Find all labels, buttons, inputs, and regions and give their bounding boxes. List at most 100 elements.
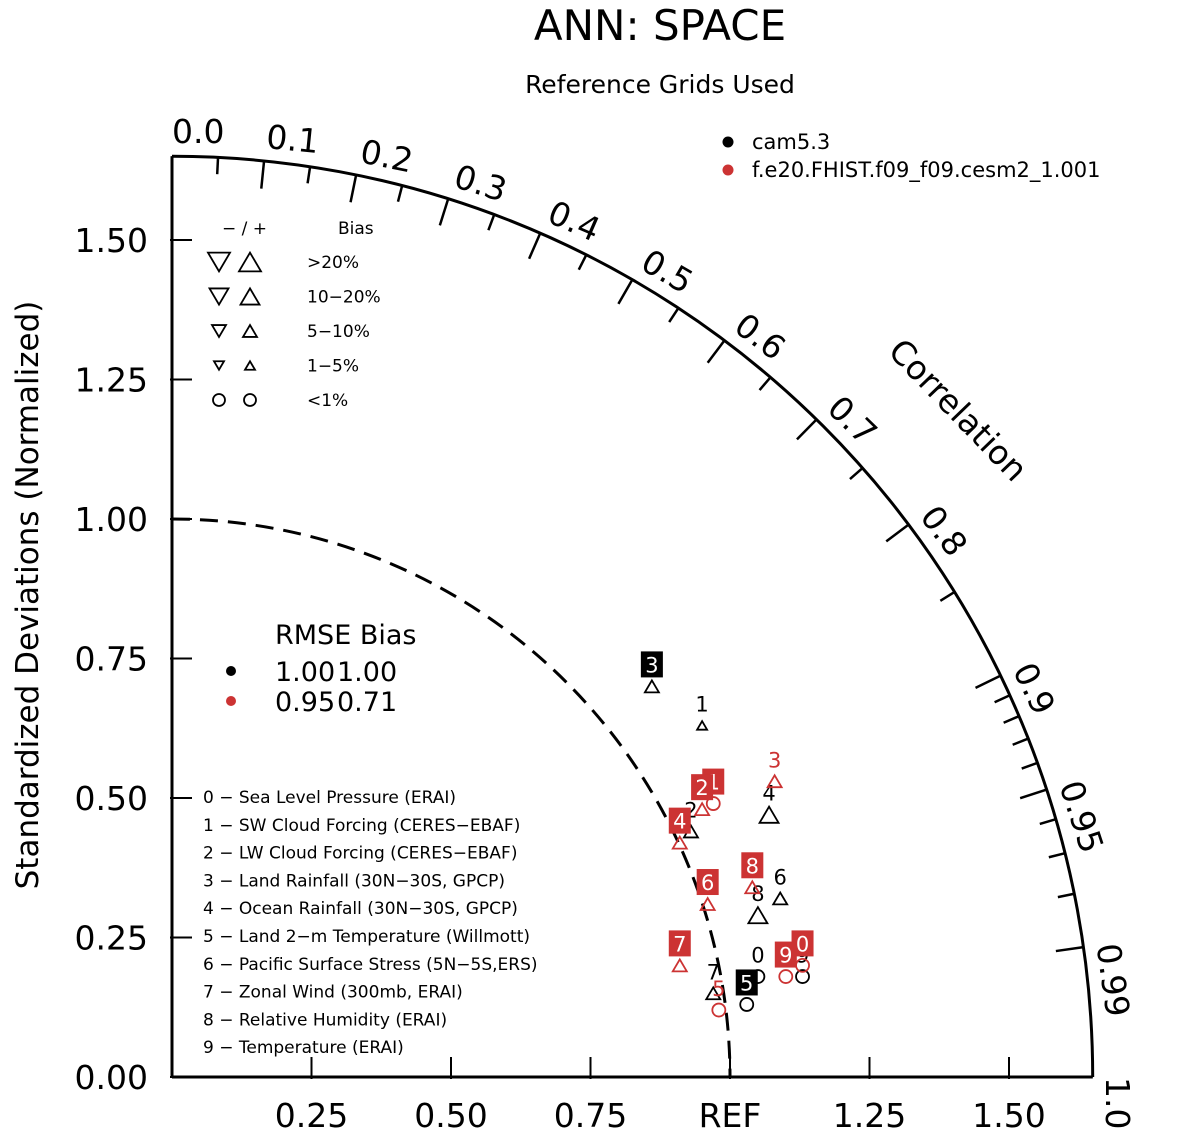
marker-cam5-6: 6 <box>771 865 789 906</box>
correlation-tick-label: 0.1 <box>265 117 321 161</box>
marker-cesm2-2: 2 <box>691 774 714 817</box>
bias-value: 0.71 <box>337 687 397 718</box>
marker-cam5-7: 7 <box>704 960 722 1001</box>
marker-symbol <box>778 969 794 984</box>
correlation-minor-tick <box>1039 818 1057 826</box>
series-legend-dot <box>722 136 734 148</box>
correlation-tick-mark <box>349 174 358 203</box>
marker-label: 0 <box>751 944 764 968</box>
correlation-tick-mark <box>527 232 542 260</box>
x-tick-label: 1.25 <box>833 1096 906 1135</box>
bias-key: − / + Bias >20% 10−20% 5−10% 1−5% <1% <box>206 219 381 411</box>
variable-item: 5 − Land 2−m Temperature (Willmott) <box>203 927 530 947</box>
marker-label-box <box>668 930 691 957</box>
correlation-tick-label: 0.8 <box>913 498 976 563</box>
data-markers: 01234567890123456789 <box>640 651 814 1018</box>
marker-symbol <box>795 969 810 984</box>
marker-label: 2 <box>695 776 708 800</box>
x-tick-label: 0.25 <box>275 1096 348 1135</box>
correlation-minor-tick <box>758 376 772 391</box>
bias-key-label: >20% <box>307 253 359 273</box>
correlation-tick-label: 0.5 <box>635 241 700 301</box>
correlation-tick-label: 0.0 <box>172 112 224 151</box>
bias-key-circle-marker <box>243 393 257 407</box>
marker-cesm2-5: 5 <box>711 977 727 1018</box>
rmse-value: 1.00 <box>275 657 335 688</box>
variable-item: 4 − Ocean Rainfall (30N−30S, GPCP) <box>203 899 518 919</box>
marker-symbol <box>771 890 789 906</box>
correlation-minor-tick <box>577 254 588 271</box>
marker-label-box <box>696 869 719 896</box>
marker-symbol <box>699 896 717 911</box>
correlation-tick-mark <box>885 523 910 543</box>
x-tick-label: 1.50 <box>972 1096 1045 1135</box>
y-tick-label: 1.00 <box>75 500 148 539</box>
y-tick-label: 0.75 <box>75 640 148 679</box>
x-tick-label: REF <box>699 1096 762 1135</box>
y-tick-label: 0.25 <box>75 919 148 958</box>
marker-symbol <box>671 957 689 973</box>
marker-symbol <box>671 834 689 850</box>
marker-symbol <box>766 773 784 789</box>
marker-label-box <box>774 941 797 968</box>
series-legend-label: f.e20.FHIST.f09_f09.cesm2_1.001 <box>752 158 1101 183</box>
marker-cesm2-7: 7 <box>668 930 691 973</box>
y-tick-label: 0.50 <box>75 779 148 818</box>
bias-key-up-marker <box>238 286 262 306</box>
marker-symbol <box>704 985 722 1001</box>
variable-item: 8 − Relative Humidity (ERAI) <box>203 1010 447 1030</box>
chart-subtitle: Reference Grids Used <box>525 70 795 99</box>
reference-std-arc <box>171 517 732 1078</box>
rmse-row-dot <box>226 666 236 676</box>
correlation-tick-mark <box>438 198 450 226</box>
marker-label: 3 <box>768 748 781 772</box>
bias-key-label: 10−20% <box>307 288 381 308</box>
correlation-tick-label: 0.4 <box>542 193 606 250</box>
correlation-tick-mark <box>706 339 726 364</box>
marker-label: 8 <box>751 882 764 906</box>
variable-item: 6 − Pacific Surface Stress (5N−5S,ERS) <box>203 955 538 975</box>
rmse-value: 0.95 <box>275 687 335 718</box>
correlation-tick-mark <box>1019 788 1048 800</box>
y-axis-title: Standardized Deviations (Normalized) <box>10 301 46 890</box>
marker-cesm2-6: 6 <box>696 869 719 911</box>
marker-label-box <box>640 651 663 678</box>
bias-key-down-marker <box>206 251 232 274</box>
variable-item: 2 − LW Cloud Forcing (CERES−EBAF) <box>203 844 517 864</box>
bias-key-up-marker <box>243 359 257 371</box>
marker-label-box <box>735 969 758 996</box>
variable-item: 3 − Land Rainfall (30N−30S, GPCP) <box>203 871 505 891</box>
correlation-ticks: 0.0 0.1 0.20.30.40.50.60.70.80.90.950.991.… <box>170 112 1138 1129</box>
bias-key-title: Bias <box>338 219 374 239</box>
marker-label: 6 <box>701 871 714 895</box>
rmse-bias-table: RMSE Bias 1.00 1.000.95 0.71 <box>226 620 416 718</box>
correlation-minor-tick <box>849 467 864 481</box>
rmse-row-dot <box>226 696 236 706</box>
bias-key-label: 1−5% <box>307 357 359 377</box>
marker-label: 7 <box>673 932 686 956</box>
marker-label-box <box>691 774 714 801</box>
correlation-tick-mark <box>1055 945 1084 953</box>
series-legend: cam5.3 f.e20.FHIST.f09_f09.cesm2_1.001 <box>722 130 1101 183</box>
marker-cesm2-8: 8 <box>741 852 764 895</box>
correlation-tick-mark <box>617 279 634 305</box>
correlation-minor-tick <box>396 185 404 203</box>
marker-symbol <box>757 804 781 824</box>
y-tick-label: 0.00 <box>75 1058 148 1097</box>
bias-key-circle-marker <box>212 393 226 407</box>
correlation-minor-tick <box>1021 761 1038 770</box>
marker-label: 1 <box>695 692 708 716</box>
correlation-minor-tick <box>939 590 956 602</box>
correlation-minor-tick <box>487 214 496 231</box>
ref-arc-path <box>171 517 732 1078</box>
correlation-minor-tick <box>1012 737 1029 746</box>
correlation-minor-tick <box>668 307 680 323</box>
correlation-minor-tick <box>306 166 312 184</box>
series-legend-dot <box>722 164 734 176</box>
correlation-tick-label: 0.99 <box>1089 941 1138 1019</box>
correlation-tick-label: 0.2 <box>357 132 416 181</box>
chart-title: ANN: SPACE <box>534 1 786 50</box>
outer-std-arc <box>171 154 1095 1078</box>
marker-label-box <box>668 807 691 834</box>
